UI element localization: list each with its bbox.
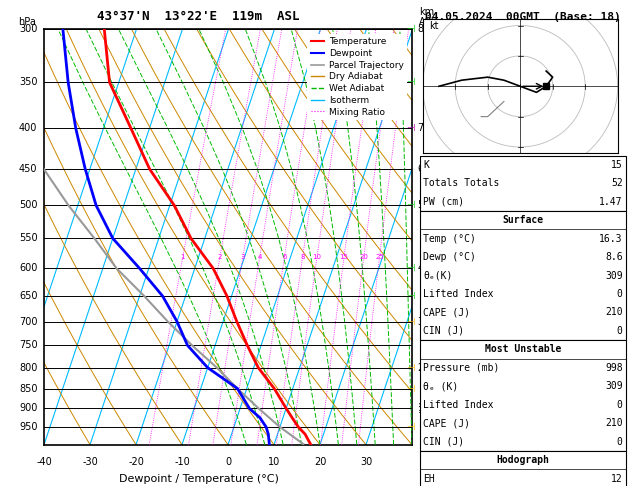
Text: 210: 210 — [605, 418, 623, 428]
Text: 12: 12 — [611, 474, 623, 484]
Text: 6: 6 — [418, 164, 424, 174]
Text: K: K — [423, 160, 429, 170]
Text: 2: 2 — [218, 254, 222, 260]
Text: 20: 20 — [359, 254, 369, 260]
Text: 43°37'N  13°22'E  119m  ASL: 43°37'N 13°22'E 119m ASL — [97, 10, 300, 23]
Text: CAPE (J): CAPE (J) — [423, 418, 470, 428]
Text: 650: 650 — [19, 291, 37, 301]
Text: 0: 0 — [617, 400, 623, 410]
Text: 0: 0 — [617, 289, 623, 299]
Text: CIN (J): CIN (J) — [423, 326, 464, 336]
Text: 800: 800 — [19, 363, 37, 373]
Text: -40: -40 — [36, 457, 52, 467]
Text: ⊣: ⊣ — [406, 123, 415, 134]
Text: 2: 2 — [418, 363, 424, 373]
Text: 10: 10 — [313, 254, 321, 260]
Text: ⊣: ⊣ — [406, 363, 415, 373]
Text: Totals Totals: Totals Totals — [423, 178, 499, 188]
Text: EH: EH — [423, 474, 435, 484]
Text: -30: -30 — [82, 457, 98, 467]
Text: Hodograph: Hodograph — [496, 455, 550, 465]
Text: © weatheronline.co.uk: © weatheronline.co.uk — [472, 472, 585, 481]
Text: 998: 998 — [605, 363, 623, 373]
Text: Lifted Index: Lifted Index — [423, 289, 494, 299]
Text: 700: 700 — [19, 316, 37, 327]
Text: 20: 20 — [314, 457, 326, 467]
Text: 950: 950 — [19, 422, 37, 432]
Text: ⊣: ⊣ — [406, 263, 415, 274]
Text: 1: 1 — [418, 403, 424, 413]
Text: 3: 3 — [418, 316, 424, 327]
Text: ⊣: ⊣ — [406, 200, 415, 210]
Text: ⊣: ⊣ — [406, 77, 415, 87]
Text: 15: 15 — [340, 254, 348, 260]
Text: -10: -10 — [174, 457, 190, 467]
Text: 04.05.2024  00GMT  (Base: 18): 04.05.2024 00GMT (Base: 18) — [425, 12, 620, 22]
Text: 550: 550 — [19, 233, 37, 243]
Text: 10: 10 — [268, 457, 280, 467]
Text: Lifted Index: Lifted Index — [423, 400, 494, 410]
Text: kt: kt — [429, 20, 438, 31]
Text: 25: 25 — [375, 254, 384, 260]
Text: hPa: hPa — [18, 17, 36, 27]
Text: 0: 0 — [617, 326, 623, 336]
Text: 1LCL: 1LCL — [418, 406, 438, 415]
Text: 15: 15 — [611, 160, 623, 170]
Text: 850: 850 — [19, 383, 37, 394]
Text: 210: 210 — [605, 308, 623, 317]
Text: 500: 500 — [19, 200, 37, 210]
Text: 4: 4 — [258, 254, 262, 260]
Text: 1: 1 — [181, 254, 185, 260]
Text: 8: 8 — [301, 254, 305, 260]
Text: 52: 52 — [611, 178, 623, 188]
Text: 4: 4 — [418, 263, 424, 274]
Text: θₑ (K): θₑ (K) — [423, 382, 459, 391]
Text: 750: 750 — [19, 340, 37, 350]
Text: 400: 400 — [19, 123, 37, 134]
Text: 1.47: 1.47 — [599, 197, 623, 207]
Text: 300: 300 — [19, 24, 37, 34]
Text: 900: 900 — [19, 403, 37, 413]
Text: Temp (°C): Temp (°C) — [423, 234, 476, 243]
Text: 16.3: 16.3 — [599, 234, 623, 243]
Text: 30: 30 — [360, 457, 372, 467]
Text: PW (cm): PW (cm) — [423, 197, 464, 207]
Text: 7: 7 — [418, 123, 424, 134]
Text: 5: 5 — [418, 200, 424, 210]
Text: 8.6: 8.6 — [605, 252, 623, 262]
Text: Mixing Ratio (g/kg): Mixing Ratio (g/kg) — [434, 199, 443, 278]
Text: θₑ(K): θₑ(K) — [423, 271, 453, 280]
Text: 309: 309 — [605, 382, 623, 391]
Text: Dewpoint / Temperature (°C): Dewpoint / Temperature (°C) — [119, 474, 279, 484]
Text: 600: 600 — [19, 263, 37, 274]
Text: CIN (J): CIN (J) — [423, 437, 464, 447]
Text: 350: 350 — [19, 77, 37, 87]
Text: 0: 0 — [617, 437, 623, 447]
Text: Pressure (mb): Pressure (mb) — [423, 363, 499, 373]
Text: 8: 8 — [418, 24, 424, 34]
Text: 309: 309 — [605, 271, 623, 280]
Text: 3: 3 — [241, 254, 245, 260]
Text: 6: 6 — [282, 254, 287, 260]
Text: Most Unstable: Most Unstable — [485, 345, 561, 354]
Text: 450: 450 — [19, 164, 37, 174]
Text: ⊣: ⊣ — [406, 422, 415, 432]
Text: Surface: Surface — [503, 215, 543, 225]
Legend: Temperature, Dewpoint, Parcel Trajectory, Dry Adiabat, Wet Adiabat, Isotherm, Mi: Temperature, Dewpoint, Parcel Trajectory… — [308, 34, 408, 120]
Text: 0: 0 — [225, 457, 231, 467]
Text: ⊣: ⊣ — [406, 291, 415, 301]
Text: km
ASL: km ASL — [420, 7, 438, 27]
Text: ⊣: ⊣ — [406, 316, 415, 327]
Text: CAPE (J): CAPE (J) — [423, 308, 470, 317]
Text: Dewp (°C): Dewp (°C) — [423, 252, 476, 262]
Text: ⊣: ⊣ — [406, 383, 415, 394]
Text: ⊣: ⊣ — [406, 24, 415, 34]
Text: -20: -20 — [128, 457, 144, 467]
